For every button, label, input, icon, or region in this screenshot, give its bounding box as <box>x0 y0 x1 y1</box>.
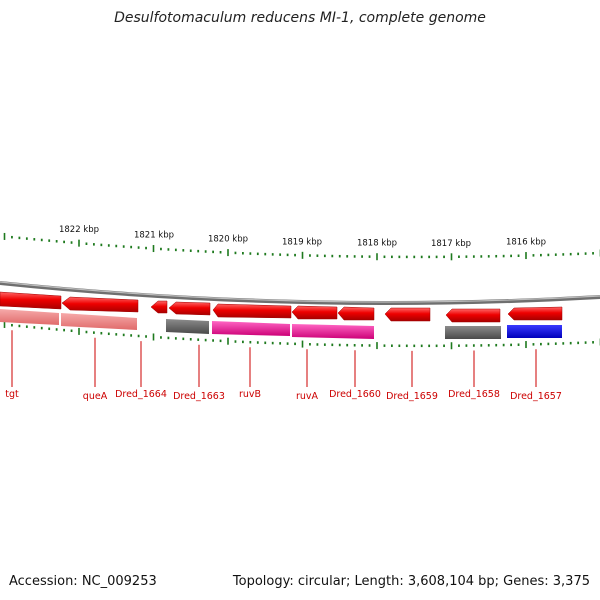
gene-arrow-dred-1660[interactable] <box>337 306 375 321</box>
gene-arrow-ruvB[interactable] <box>212 303 292 319</box>
gene-arrow-dred-1664[interactable] <box>150 300 168 314</box>
gene-arrow-dred-1658[interactable] <box>445 308 501 323</box>
inner-tick-track <box>3 320 600 350</box>
gene-arrow-ruvA[interactable] <box>291 305 338 320</box>
gene-label[interactable]: tgt <box>5 389 19 400</box>
gene-label[interactable]: Dred_1658 <box>448 389 500 400</box>
scale-label: 1816 kbp <box>506 238 546 248</box>
gene-label[interactable]: Dred_1659 <box>386 391 438 402</box>
gene-arrow-queA[interactable] <box>61 296 139 313</box>
cds-track <box>0 309 562 339</box>
gene-label[interactable]: ruvA <box>296 391 319 402</box>
outer-tick-track <box>3 232 600 261</box>
scale-label: 1819 kbp <box>282 237 322 247</box>
gene-label[interactable]: Dred_1664 <box>115 389 167 400</box>
scale-labels: 1822 kbp 1821 kbp 1820 kbp 1819 kbp 1818 kbp… <box>59 225 546 249</box>
gene-label[interactable]: Dred_1657 <box>510 391 562 402</box>
scale-label: 1817 kbp <box>431 239 471 249</box>
gene-arrow-tgt[interactable] <box>0 291 62 310</box>
cds-ruvB[interactable] <box>212 321 290 336</box>
scale-label: 1822 kbp <box>59 225 99 235</box>
topology-text: Topology: circular; Length: 3,608,104 bp… <box>232 574 590 589</box>
gene-arrow-dred-1657[interactable] <box>507 306 563 321</box>
map-title: Desulfotomaculum reducens MI-1, complete… <box>114 10 486 26</box>
gene-label[interactable]: Dred_1660 <box>329 389 381 400</box>
gene-arrow-dred-1663[interactable] <box>168 301 211 316</box>
gene-label[interactable]: queA <box>83 391 108 402</box>
accession-text: Accession: NC_009253 <box>9 574 157 589</box>
genome-backbone <box>0 281 600 306</box>
scale-label: 1818 kbp <box>357 239 397 249</box>
gene-label[interactable]: Dred_1663 <box>173 391 225 402</box>
gene-track <box>0 291 563 323</box>
scale-label: 1820 kbp <box>208 235 248 245</box>
cds-dred-1658[interactable] <box>445 326 501 339</box>
cds-queA[interactable] <box>61 313 137 330</box>
scale-label: 1821 kbp <box>134 231 174 241</box>
genome-backbone-highlight <box>0 281 600 303</box>
cds-tgt[interactable] <box>0 309 59 325</box>
cds-dred-1657[interactable] <box>507 325 562 338</box>
cds-ruvA[interactable] <box>292 324 374 339</box>
gene-label[interactable]: ruvB <box>239 389 261 400</box>
gene-arrow-dred-1659[interactable] <box>384 307 431 322</box>
cds-dred-1663[interactable] <box>166 319 209 334</box>
gene-labels: tgt queA Dred_1664 Dred_1663 ruvB ruvA Dred_16… <box>5 330 562 402</box>
